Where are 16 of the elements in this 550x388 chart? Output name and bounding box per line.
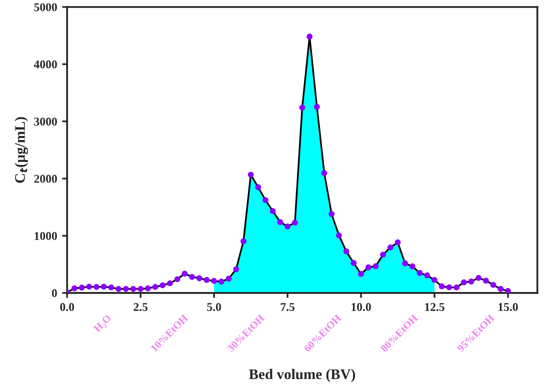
y-tick-label: 5000 [34, 3, 57, 12]
text: H₂O [93, 314, 113, 334]
x-axis-title: Bed volume (BV) [248, 368, 356, 382]
x-tick-label: 15.0 [498, 303, 518, 312]
y-tick-label: 0 [52, 289, 57, 298]
x-tick-label: 2.5 [134, 303, 148, 312]
y-tick-label: 1000 [34, 232, 57, 240]
x-tick-label: 0.0 [60, 303, 74, 312]
x-tick-label: 10.0 [352, 303, 371, 312]
x-tick-label: 12.5 [425, 303, 444, 312]
x-tick-label: 7.5 [280, 303, 294, 312]
y-tick-label: 2000 [34, 174, 57, 183]
y-axis-title: C$_{t}$(μg/mL) [14, 117, 28, 183]
y-tick-label: 3000 [34, 118, 57, 126]
x-tick-label: 5.0 [207, 303, 221, 312]
y-tick-label: 4000 [34, 60, 57, 68]
